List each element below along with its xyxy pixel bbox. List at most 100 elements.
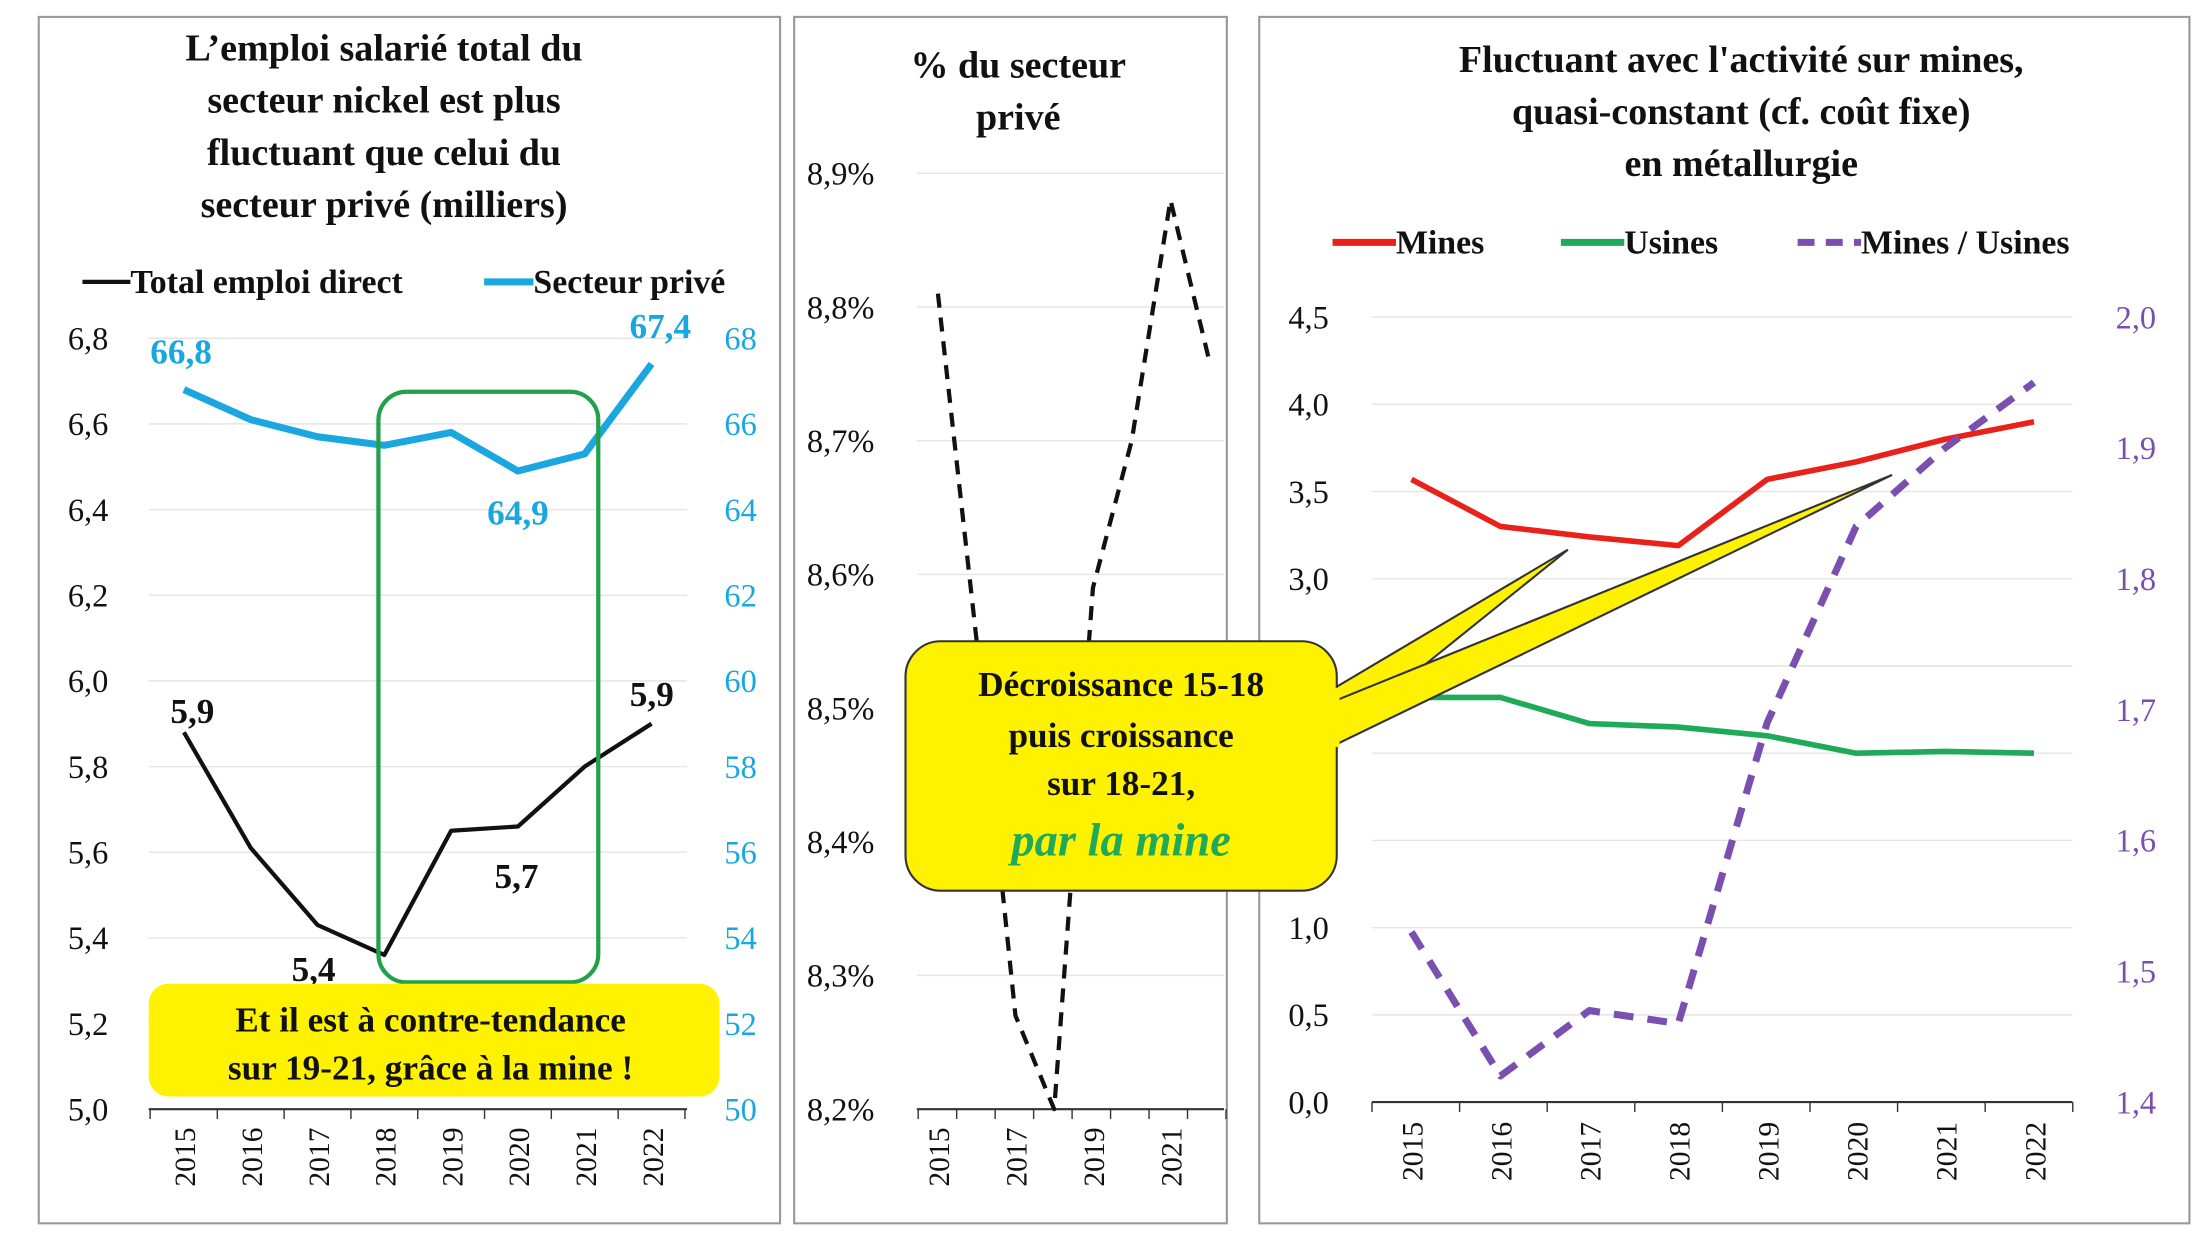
- chart3-title-line: en métallurgie: [1624, 143, 1858, 185]
- series-line-usines: [1411, 694, 2035, 757]
- legend-label-usines: Usines: [1624, 225, 1718, 262]
- y2-tick-label: 58: [724, 750, 756, 786]
- y-tick-label: 5,4: [68, 921, 109, 957]
- series-line-secteur-prive: [182, 361, 655, 475]
- y2-tick-label: 1,4: [2116, 1085, 2157, 1121]
- y-tick-label: 5,2: [68, 1007, 109, 1043]
- chart1-title-line: L’emploi salarié total du: [186, 28, 583, 70]
- y2-tick-label: 66: [724, 407, 756, 443]
- chart1-title-line: fluctuant que celui du: [207, 132, 561, 174]
- series-line-total-emploi: [182, 721, 653, 958]
- x-tick-label: 2017: [304, 1127, 336, 1186]
- highlight-box: [376, 389, 601, 985]
- y-tick-label: 0,5: [1288, 998, 1329, 1034]
- x-tick-label: 2021: [1157, 1127, 1189, 1186]
- x-tick-label: 2015: [170, 1127, 202, 1186]
- x-tick-label: 2018: [1665, 1122, 1697, 1181]
- data-label: 66,8: [150, 333, 212, 372]
- y2-tick-label: 64: [724, 493, 756, 529]
- callout-emphasis: par la mine: [1007, 815, 1231, 866]
- y2-tick-label: 60: [724, 664, 756, 700]
- y-tick-label: 8,6%: [807, 558, 875, 594]
- panel-3: [1258, 15, 2191, 1225]
- annotation-text: sur 19-21, grâce à la mine !: [228, 1049, 633, 1088]
- y-tick-label: 8,7%: [807, 424, 875, 460]
- y2-tick-label: 56: [724, 835, 756, 871]
- y2-tick-label: 62: [724, 578, 756, 614]
- y2-tick-label: 52: [724, 1007, 756, 1043]
- annotation-box: [148, 983, 720, 1097]
- x-tick-label: 2016: [237, 1127, 269, 1186]
- chart2-title-line: privé: [976, 97, 1061, 139]
- data-label: 5,7: [495, 857, 539, 896]
- x-tick-label: 2017: [1576, 1122, 1608, 1181]
- data-label: 64,9: [487, 493, 549, 532]
- x-tick-label: 2020: [1842, 1122, 1874, 1181]
- y-tick-label: 3,0: [1288, 562, 1329, 598]
- y2-tick-label: 68: [724, 322, 756, 358]
- x-tick-label: 2019: [437, 1127, 469, 1186]
- annotation-text: Et il est à contre-tendance: [235, 1001, 626, 1040]
- series-line-mines: [1410, 419, 2035, 549]
- x-tick-label: 2015: [1398, 1122, 1430, 1181]
- y-tick-label: 1,0: [1288, 911, 1329, 947]
- chart1-title-line: secteur nickel est plus: [207, 80, 560, 122]
- callout-joint: [1311, 687, 1340, 747]
- series-line-ratio: [1408, 379, 2037, 1080]
- data-label: 5,9: [630, 675, 674, 714]
- y2-tick-label: 1,9: [2116, 431, 2157, 467]
- callout-text: sur 18-21,: [1047, 764, 1195, 803]
- callout-text: puis croissance: [1008, 716, 1233, 755]
- y2-tick-label: 1,6: [2116, 824, 2157, 860]
- chart2-title-line: % du secteur: [910, 45, 1126, 87]
- y-tick-label: 6,4: [68, 493, 109, 529]
- data-label: 5,4: [292, 950, 336, 989]
- y-tick-label: 0,0: [1288, 1085, 1329, 1121]
- x-tick-label: 2017: [1002, 1127, 1034, 1186]
- panel-2: [793, 15, 1228, 1225]
- y-tick-label: 5,6: [68, 835, 109, 871]
- y-tick-label: 5,0: [68, 1092, 109, 1128]
- y-tick-label: 4,5: [1288, 300, 1329, 336]
- callout-box: [904, 640, 1338, 892]
- data-label: 67,4: [629, 307, 691, 346]
- y2-tick-label: 1,7: [2116, 693, 2157, 729]
- y2-tick-label: 54: [724, 921, 756, 957]
- chart3-title-line: quasi-constant (cf. coût fixe): [1512, 91, 1971, 133]
- y2-tick-label: 2,0: [2116, 300, 2157, 336]
- x-tick-label: 2016: [1487, 1122, 1519, 1181]
- chart1-title-line: secteur privé (milliers): [201, 184, 568, 226]
- y-tick-label: 6,0: [68, 664, 109, 700]
- y2-tick-label: 50: [724, 1092, 756, 1128]
- x-tick-label: 2019: [1753, 1122, 1785, 1181]
- x-tick-label: 2020: [504, 1127, 536, 1186]
- x-tick-label: 2021: [571, 1127, 603, 1186]
- y-tick-label: 8,5%: [807, 691, 875, 727]
- y-tick-label: 8,4%: [807, 825, 875, 861]
- x-tick-label: 2019: [1079, 1127, 1111, 1186]
- y-tick-label: 3,5: [1288, 475, 1329, 511]
- y-tick-label: 6,2: [68, 578, 109, 614]
- x-tick-label: 2022: [638, 1127, 670, 1186]
- y-tick-label: 8,2%: [807, 1092, 875, 1128]
- legend-label-ratio: Mines / Usines: [1861, 225, 2070, 262]
- y-tick-label: 6,6: [68, 407, 109, 443]
- legend-label-prive: Secteur privé: [533, 264, 725, 301]
- x-tick-label: 2015: [924, 1127, 956, 1186]
- legend-label-total: Total emploi direct: [130, 264, 403, 301]
- x-tick-label: 2022: [2020, 1122, 2052, 1181]
- y-tick-label: 4,0: [1288, 388, 1329, 424]
- x-tick-label: 2018: [371, 1127, 403, 1186]
- x-tick-label: 2021: [1931, 1122, 1963, 1181]
- y-tick-label: 8,9%: [807, 157, 875, 193]
- data-label: 5,9: [170, 692, 214, 731]
- chart3-title-line: Fluctuant avec l'activité sur mines,: [1459, 39, 2024, 81]
- y2-tick-label: 1,8: [2116, 562, 2157, 598]
- y2-tick-label: 1,5: [2116, 955, 2157, 991]
- legend-label-mines: Mines: [1396, 225, 1484, 262]
- y-tick-label: 6,8: [68, 322, 109, 358]
- y-tick-label: 8,3%: [807, 959, 875, 995]
- y-tick-label: 5,8: [68, 750, 109, 786]
- y-tick-label: 8,8%: [807, 290, 875, 326]
